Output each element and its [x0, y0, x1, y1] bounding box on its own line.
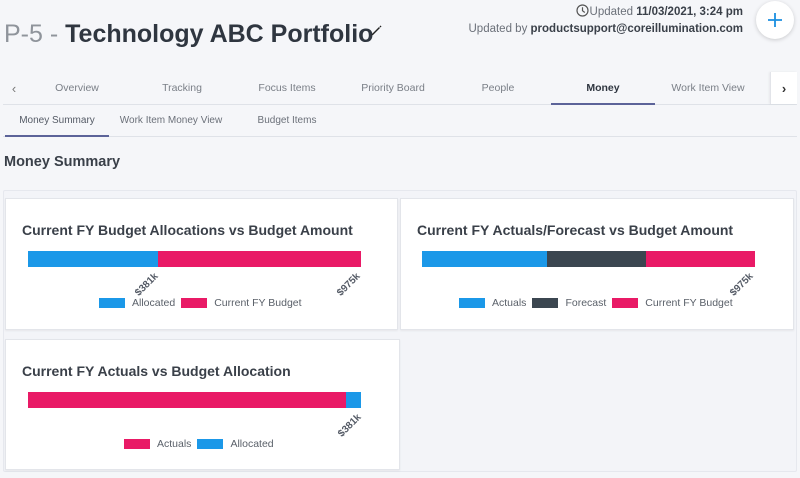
add-button[interactable]: [756, 1, 794, 39]
tick-label: $381k: [336, 412, 364, 440]
updated-timestamp: Updated 11/03/2021, 3:24 pm: [575, 4, 743, 20]
page-header: P-5 - Technology ABC Portfolio Updated 1…: [0, 0, 800, 70]
legend-swatch: [459, 298, 485, 308]
bar-segment-allocated[interactable]: [346, 392, 361, 408]
tab-money[interactable]: Money: [551, 72, 655, 105]
bar-segment-actuals[interactable]: [28, 392, 346, 408]
legend-item-actuals[interactable]: Actuals: [124, 438, 191, 450]
chart-card-actuals-vs-allocation: Current FY Actuals vs Budget Allocation …: [5, 339, 400, 470]
legend-label: Allocated: [132, 297, 176, 309]
stacked-bar: [422, 251, 755, 267]
tab-work-item-view[interactable]: Work Item View: [671, 82, 745, 94]
legend-item-allocated[interactable]: Allocated: [197, 438, 274, 450]
legend-label: Forecast: [565, 297, 607, 309]
stacked-bar: [28, 392, 361, 408]
bar-segment-forecast[interactable]: [547, 251, 646, 267]
chart-legend: Actuals Allocated: [124, 438, 280, 450]
stacked-bar: [28, 251, 361, 267]
bar-segment-current-fy-budget[interactable]: [646, 251, 755, 267]
chevron-left-icon[interactable]: ‹: [11, 80, 17, 96]
pencil-icon[interactable]: [369, 23, 383, 37]
legend-swatch: [99, 298, 125, 308]
chart-card-actuals-forecast-vs-budget: Current FY Actuals/Forecast vs Budget Am…: [400, 198, 794, 330]
subtab-money-summary[interactable]: Money Summary: [5, 105, 109, 137]
section-title: Money Summary: [4, 154, 121, 170]
legend-swatch: [612, 298, 639, 308]
legend-label: Actuals: [492, 297, 527, 309]
chart-legend: Allocated Current FY Budget: [99, 297, 308, 309]
chart-legend: Actuals Forecast Current FY Budget: [459, 297, 739, 309]
tab-priority-board[interactable]: Priority Board: [361, 82, 425, 94]
main-tabs: ‹ Overview Tracking Focus Items Priority…: [3, 72, 797, 105]
legend-label: Current FY Budget: [645, 297, 733, 309]
subtab-budget-items[interactable]: Budget Items: [257, 115, 317, 126]
updated-label: Updated: [589, 6, 637, 18]
legend-swatch: [532, 298, 559, 308]
portfolio-name: Technology ABC Portfolio: [65, 20, 374, 48]
legend-label: Actuals: [157, 438, 192, 450]
updated-value: 11/03/2021, 3:24 pm: [636, 6, 743, 18]
bar-segment-current-fy-budget[interactable]: [158, 251, 361, 267]
bar-segment-actuals[interactable]: [422, 251, 547, 267]
updated-by-label: Updated by: [468, 23, 531, 35]
clock-icon: [575, 4, 589, 17]
legend-item-forecast[interactable]: Forecast: [532, 297, 606, 309]
updated-by-email: productsupport@coreillumination.com: [530, 23, 743, 35]
chart-title: Current FY Actuals vs Budget Allocation: [22, 363, 291, 379]
plus-icon: [768, 13, 782, 27]
legend-item-actuals[interactable]: Actuals: [459, 297, 526, 309]
tick-label: $975k: [335, 271, 363, 299]
page-title: P-5 - Technology ABC Portfolio: [4, 18, 373, 50]
chevron-right-icon[interactable]: ›: [770, 72, 797, 104]
legend-item-current-fy-budget[interactable]: Current FY Budget: [612, 297, 733, 309]
legend-swatch: [181, 298, 208, 308]
chart-card-allocations-vs-budget: Current FY Budget Allocations vs Budget …: [5, 198, 398, 330]
chart-title: Current FY Budget Allocations vs Budget …: [22, 222, 353, 238]
bar-segment-allocated[interactable]: [28, 251, 158, 267]
legend-label: Allocated: [230, 438, 274, 450]
legend-swatch: [197, 439, 224, 449]
legend-label: Current FY Budget: [214, 297, 302, 309]
tab-people[interactable]: People: [481, 82, 515, 94]
tab-overview[interactable]: Overview: [55, 82, 99, 94]
tick-label: $975k: [728, 271, 756, 299]
portfolio-id: P-5 -: [4, 20, 66, 48]
chart-title: Current FY Actuals/Forecast vs Budget Am…: [417, 222, 734, 238]
updated-by: Updated by productsupport@coreilluminati…: [469, 21, 744, 37]
tick-label: $381k: [133, 271, 161, 299]
legend-swatch: [124, 439, 150, 449]
legend-item-allocated[interactable]: Allocated: [99, 297, 175, 309]
tab-tracking[interactable]: Tracking: [162, 82, 202, 94]
subtab-work-item-money-view[interactable]: Work Item Money View: [119, 115, 223, 126]
sub-tabs: Money Summary Work Item Money View Budge…: [3, 105, 797, 137]
legend-item-current-fy-budget[interactable]: Current FY Budget: [181, 297, 302, 309]
tab-focus-items[interactable]: Focus Items: [258, 82, 316, 94]
